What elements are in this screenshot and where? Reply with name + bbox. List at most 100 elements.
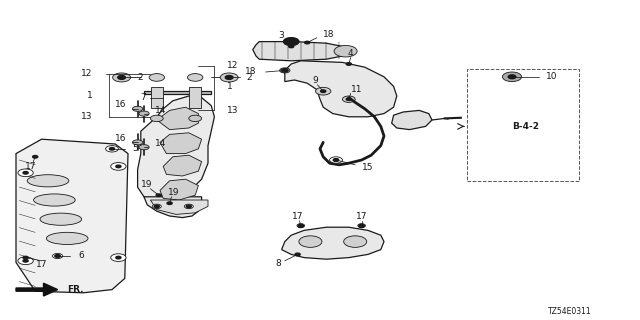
Circle shape	[139, 145, 149, 150]
Ellipse shape	[34, 194, 76, 206]
Circle shape	[132, 140, 143, 145]
Circle shape	[299, 236, 322, 247]
Polygon shape	[163, 155, 202, 176]
Circle shape	[316, 87, 331, 95]
Circle shape	[18, 257, 33, 265]
Circle shape	[150, 115, 163, 122]
Circle shape	[330, 157, 342, 163]
Text: 1: 1	[227, 82, 233, 91]
Text: 17: 17	[36, 260, 47, 269]
Text: 15: 15	[362, 163, 373, 172]
Text: 18: 18	[323, 30, 335, 39]
Text: 10: 10	[546, 72, 557, 81]
Circle shape	[359, 224, 364, 227]
Polygon shape	[392, 110, 432, 130]
Circle shape	[186, 205, 191, 208]
Circle shape	[149, 74, 164, 81]
Circle shape	[342, 96, 355, 102]
Ellipse shape	[27, 175, 69, 187]
Text: 9: 9	[313, 76, 318, 85]
Text: 11: 11	[351, 85, 362, 94]
Circle shape	[189, 115, 202, 122]
Circle shape	[509, 76, 515, 78]
Circle shape	[109, 148, 115, 150]
Circle shape	[225, 76, 233, 79]
Circle shape	[23, 256, 28, 259]
Circle shape	[52, 253, 63, 259]
Circle shape	[284, 38, 299, 45]
Circle shape	[282, 69, 287, 72]
Polygon shape	[285, 61, 397, 117]
Circle shape	[116, 165, 121, 168]
Circle shape	[33, 156, 38, 158]
Circle shape	[344, 236, 367, 247]
Circle shape	[113, 73, 131, 82]
Circle shape	[359, 225, 364, 228]
Circle shape	[295, 253, 300, 256]
Circle shape	[167, 202, 172, 204]
Circle shape	[111, 254, 126, 261]
Ellipse shape	[47, 232, 88, 244]
Polygon shape	[253, 42, 346, 61]
Circle shape	[188, 74, 203, 81]
Text: TZ54E0311: TZ54E0311	[548, 308, 592, 316]
Circle shape	[152, 204, 161, 209]
Text: B-4-2: B-4-2	[512, 122, 539, 131]
Circle shape	[156, 194, 161, 196]
Circle shape	[282, 69, 288, 72]
Text: 16: 16	[115, 100, 126, 109]
Polygon shape	[160, 133, 202, 154]
Text: 7: 7	[140, 93, 146, 102]
Text: 14: 14	[155, 140, 166, 148]
Polygon shape	[16, 139, 128, 293]
Circle shape	[55, 255, 60, 257]
Circle shape	[298, 224, 303, 227]
Circle shape	[55, 255, 60, 257]
Text: 13: 13	[227, 106, 239, 115]
Circle shape	[23, 260, 28, 262]
Circle shape	[139, 111, 149, 116]
Text: 18: 18	[244, 68, 256, 76]
Circle shape	[298, 225, 303, 228]
Text: 8: 8	[276, 260, 281, 268]
Text: 16: 16	[115, 134, 126, 143]
Circle shape	[502, 72, 522, 82]
Circle shape	[280, 68, 290, 73]
Bar	[151, 87, 163, 108]
Circle shape	[23, 172, 28, 174]
Text: 4: 4	[348, 49, 353, 58]
Text: 2: 2	[246, 73, 252, 82]
Circle shape	[333, 159, 339, 161]
Text: 5: 5	[132, 144, 138, 153]
Circle shape	[305, 41, 310, 44]
Circle shape	[184, 204, 193, 209]
Text: 17: 17	[292, 212, 303, 221]
Polygon shape	[144, 197, 202, 218]
Circle shape	[346, 98, 351, 100]
Circle shape	[154, 205, 159, 208]
Text: 19: 19	[168, 188, 180, 197]
Circle shape	[111, 163, 126, 170]
Text: 19: 19	[141, 180, 153, 189]
Circle shape	[297, 224, 305, 228]
Text: 17: 17	[356, 212, 367, 221]
Text: 6: 6	[78, 252, 84, 260]
Circle shape	[18, 169, 33, 177]
Circle shape	[106, 146, 118, 152]
Circle shape	[333, 159, 339, 161]
Text: 14: 14	[155, 106, 166, 115]
Polygon shape	[160, 179, 198, 200]
Text: 1: 1	[87, 92, 93, 100]
Text: 13: 13	[81, 112, 93, 121]
Bar	[189, 87, 201, 108]
Text: 3: 3	[279, 31, 284, 40]
Text: 2: 2	[138, 73, 143, 82]
Text: 12: 12	[227, 61, 239, 70]
Polygon shape	[157, 107, 198, 130]
Circle shape	[220, 73, 238, 82]
Polygon shape	[150, 200, 208, 214]
Text: FR.: FR.	[67, 285, 84, 294]
Ellipse shape	[40, 213, 82, 225]
Circle shape	[358, 224, 365, 228]
Circle shape	[321, 90, 326, 92]
